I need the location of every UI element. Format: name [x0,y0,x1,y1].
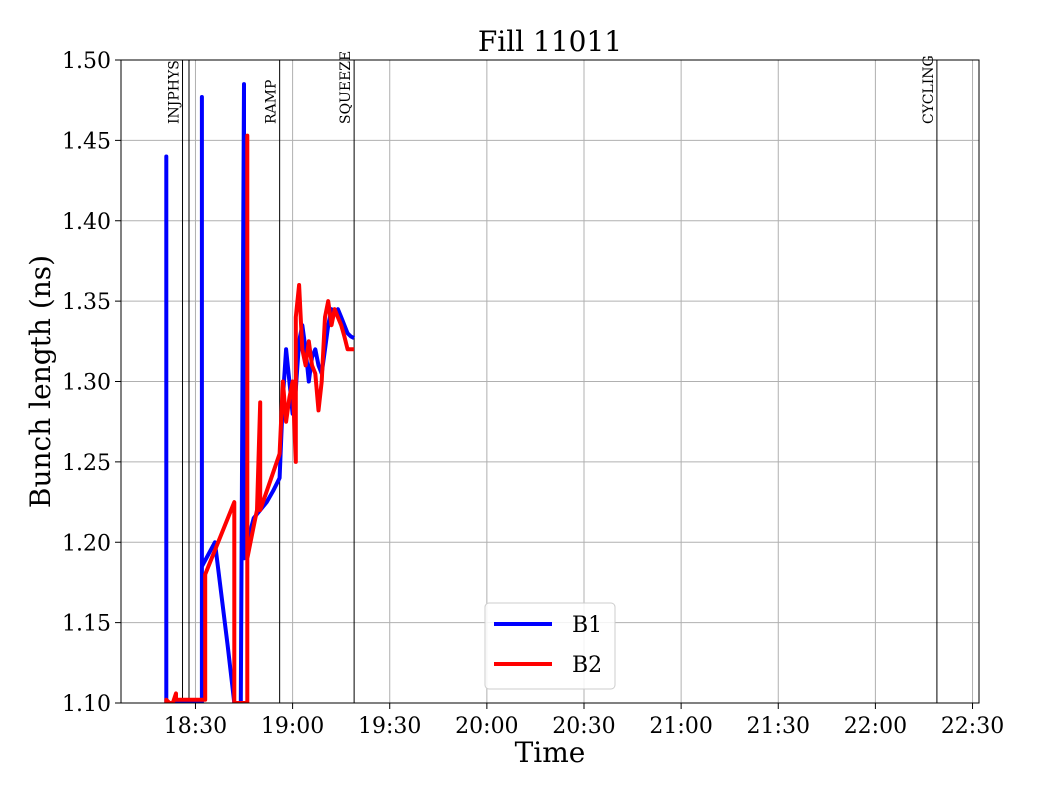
x-tick-label: 22:00 [844,714,907,739]
legend-label-b2: B2 [572,653,602,678]
y-tick-label: 1.10 [62,692,111,717]
x-tick-label: 20:30 [552,714,615,739]
y-tick-label: 1.40 [62,210,111,235]
y-tick-label: 1.25 [62,451,111,476]
legend-label-b1: B1 [572,613,602,638]
series-line-b2 [164,133,355,703]
x-tick-label: 19:00 [261,714,324,739]
phase-markers: INJPHYS RAMP SQUEEZE CYCLING [167,51,938,703]
phase-label-squeeze: SQUEEZE [338,51,354,124]
phase-label-cycling: CYCLING [921,55,937,124]
x-tick-label: 18:30 [164,714,227,739]
y-tick-label: 1.35 [62,290,111,315]
y-tick-label: 1.20 [62,531,111,556]
y-tick-label: 1.45 [62,129,111,154]
x-tick-label: 19:30 [358,714,421,739]
y-tick-label: 1.30 [62,371,111,396]
x-tick-label: 20:00 [455,714,518,739]
x-tick-label: 21:30 [747,714,810,739]
chart-title: Fill 11011 [478,25,622,58]
legend: B1 B2 [484,602,616,690]
x-tick-label: 21:00 [649,714,712,739]
phase-label-injphys: INJPHYS [167,60,183,124]
series [164,82,355,703]
y-tick-label: 1.15 [62,612,111,637]
y-tick-label: 1.50 [62,49,111,74]
x-tick-label: 22:30 [941,714,1004,739]
x-axis-title: Time [515,736,586,769]
phase-label-ramp: RAMP [264,80,280,124]
axis-ticks: 18:30 19:00 19:30 20:00 20:30 21:00 21:30 22:00… [62,49,1004,739]
y-axis-title: Bunch length (ns) [24,255,57,508]
series-line-b1 [164,82,355,703]
